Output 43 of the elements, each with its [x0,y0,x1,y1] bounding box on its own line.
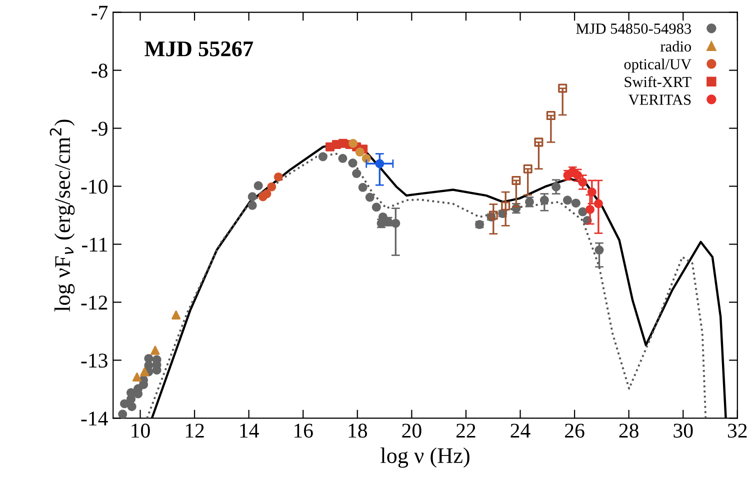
point [172,310,181,320]
point [362,154,371,163]
point [150,346,160,355]
x-tick-label: 32 [728,424,747,438]
y-tick-label: -8 [92,64,108,78]
x-tick-label: 26 [565,424,584,438]
point [534,138,544,147]
x-tick-label: 20 [402,424,422,438]
point [262,189,272,198]
legend-label: optical/UV [624,58,692,72]
x-tick-label: 24 [510,424,530,438]
x-tick-label: 22 [456,424,476,438]
legend-label: MJD 54850-54983 [576,24,691,34]
x-tick-label: 18 [348,424,368,438]
point [352,168,362,178]
point [558,84,568,93]
legend-label: VERITAS [628,94,691,105]
y-tick-label: -12 [81,296,108,310]
y-axis-title: log νF$_{ν}$ (erg/sec/cm$^{2}$) [50,120,75,312]
x-tick-label: 30 [674,424,693,438]
point [267,182,276,192]
x-tick-label: 16 [294,424,313,438]
y-tick-label: -10 [81,180,108,194]
legend-label: radio [660,40,691,52]
y-tick-label: -14 [81,412,108,426]
annotation: MJD 55267 [144,41,254,56]
x-axis-title: log ν (Hz) [380,448,470,468]
x-tick-label: 14 [240,424,259,438]
x-tick-label: 12 [186,424,204,438]
x-tick-label: 10 [132,424,150,438]
y-tick-label: -7 [92,6,108,20]
x-tick-label: 28 [619,424,638,438]
point [355,148,364,157]
legend-label: Swift-XRT [624,76,692,88]
y-tick-label: -13 [81,354,108,368]
point [512,176,521,185]
point [140,367,150,376]
point [132,372,142,382]
point [274,172,283,182]
y-tick-label: -11 [82,238,107,252]
point [348,138,358,148]
point [501,201,510,210]
y-tick-label: -9 [92,122,108,136]
